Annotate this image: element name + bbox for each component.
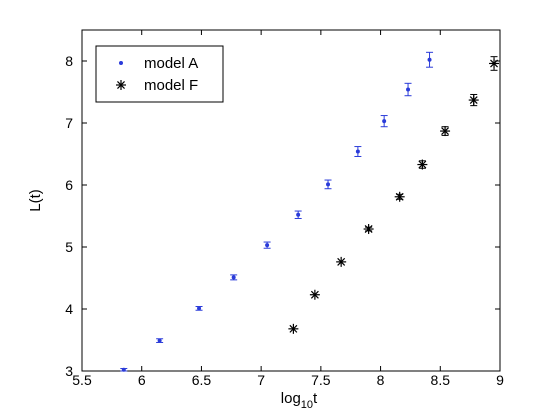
x-axis-label-base: log	[281, 390, 301, 407]
data-point	[489, 56, 500, 71]
y-tick-label: 5	[65, 239, 73, 255]
data-point	[324, 179, 332, 190]
data-point	[440, 126, 451, 137]
data-points	[120, 51, 500, 372]
point-marker	[197, 306, 202, 311]
x-tick-label: 8	[377, 372, 385, 388]
data-point	[468, 93, 479, 107]
point-marker	[231, 275, 236, 280]
data-point	[263, 241, 271, 249]
series-model-a	[120, 51, 434, 372]
legend-box	[95, 45, 224, 103]
data-point	[336, 256, 347, 267]
x-axis-label-variable: t	[313, 390, 318, 407]
x-tick-label: 9	[496, 372, 504, 388]
legend-entry: model A	[119, 55, 198, 72]
x-tick-label: 5.5	[72, 372, 92, 388]
data-point	[195, 306, 203, 311]
data-point	[417, 159, 428, 170]
y-tick-label: 8	[65, 53, 73, 69]
data-point	[404, 82, 412, 97]
axis-ticks: 5.5 6 6.5 7 7.5 8 8.5 9 3 4 5 6 7 8	[65, 30, 504, 388]
point-marker	[382, 119, 387, 124]
y-tick-label: 3	[65, 363, 73, 379]
legend-label: model A	[144, 55, 198, 72]
data-point	[230, 274, 238, 281]
legend-label: model F	[144, 77, 198, 94]
y-tick-label: 4	[65, 301, 73, 317]
x-tick-label: 6	[138, 372, 146, 388]
point-marker	[326, 182, 331, 187]
point-marker	[157, 338, 162, 343]
data-point	[394, 191, 405, 202]
point-marker	[406, 87, 411, 92]
x-tick-label: 8.5	[431, 372, 451, 388]
legend: model A model F	[95, 45, 224, 103]
data-point	[288, 323, 299, 334]
point-marker	[355, 149, 360, 154]
point-marker	[265, 243, 270, 248]
x-tick-label: 6.5	[192, 372, 212, 388]
data-point	[309, 289, 320, 300]
x-tick-label: 7	[257, 372, 265, 388]
point-marker	[427, 57, 432, 62]
point-marker	[121, 367, 126, 372]
data-point	[426, 51, 434, 68]
legend-marker	[119, 61, 123, 65]
legend-marker	[116, 80, 126, 90]
data-point	[363, 224, 374, 235]
x-tick-label: 7.5	[311, 372, 331, 388]
data-point	[380, 115, 388, 128]
x-axis-label-subscript: 10	[301, 399, 313, 411]
y-tick-label: 6	[65, 177, 73, 193]
series-model-f	[288, 56, 500, 334]
x-axis-label: log10t	[281, 390, 318, 411]
point-marker	[296, 212, 301, 217]
data-point	[120, 367, 128, 372]
y-axis-label: L(t)	[27, 189, 44, 212]
legend-entry: model F	[116, 77, 198, 94]
data-point	[294, 210, 302, 219]
y-tick-label: 7	[65, 115, 73, 131]
data-point	[156, 338, 164, 343]
data-point	[354, 146, 362, 157]
